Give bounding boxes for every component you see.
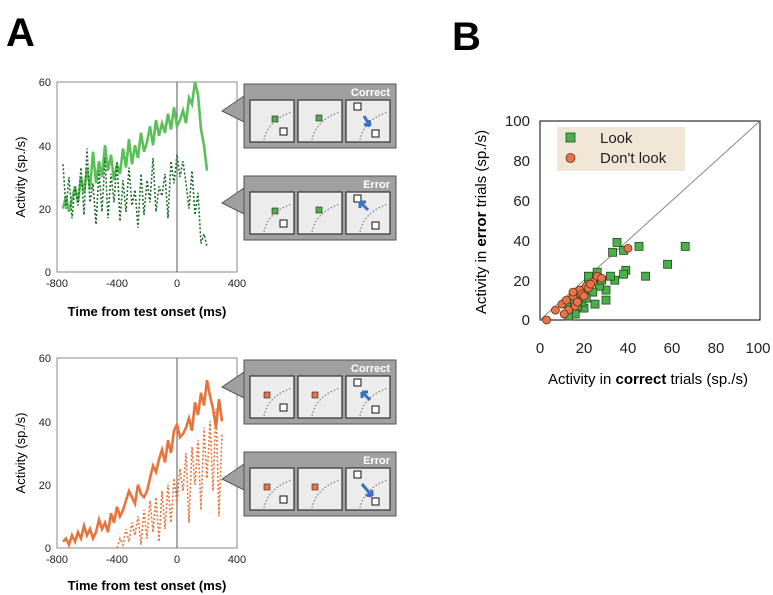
x-tick-label: 0 (174, 554, 180, 566)
box-title: Correct (351, 87, 390, 99)
panel-letter-b: B (452, 15, 481, 59)
scatter-point-look (601, 295, 611, 305)
x-tick-label: 400 (228, 554, 246, 566)
x-tick-label: -800 (46, 278, 68, 290)
y-tick-label: 0 (522, 312, 530, 329)
y-tick-label: 60 (39, 353, 51, 365)
y-tick-label: 60 (39, 77, 51, 89)
x-tick-label: 20 (576, 340, 593, 357)
box-title: Error (363, 455, 391, 467)
y-axis-label: Activity in error trials (sp./s) (473, 130, 490, 314)
x-tick-label: -800 (46, 554, 68, 566)
box-title: Correct (351, 363, 390, 375)
series-line-correct (62, 379, 224, 549)
scatter-point-dont-look (623, 243, 633, 253)
x-tick-label: 80 (708, 340, 725, 357)
scatter-point-look (634, 241, 644, 251)
task-box-correct-dont-look: Correct (221, 359, 397, 425)
scatter-point-dont-look (573, 297, 582, 307)
y-tick-label: 20 (39, 480, 51, 492)
legend: Look Don't look (557, 127, 685, 171)
x-tick-label: 60 (664, 340, 681, 357)
scatter-point-look (663, 259, 672, 269)
scatter-point-dont-look (562, 295, 571, 305)
y-axis-label: Activity (sp./s) (13, 137, 28, 218)
y-tick-label: 0 (45, 543, 51, 555)
scatter-point-dont-look (568, 287, 578, 297)
x-tick-label: -400 (106, 278, 128, 290)
task-box-error-look: Error (221, 175, 397, 241)
series-line-correct (61, 81, 209, 213)
scatter-point-dont-look (551, 305, 560, 315)
legend-label-dont-look: Don't look (600, 150, 667, 167)
panel-letter-a: A (6, 11, 35, 55)
scatter-point-look (680, 241, 690, 251)
chart-a-bottom: 60 40 20 0 -800 -400 0 400 Time from tes… (13, 353, 246, 593)
scatter-point-look (606, 271, 615, 281)
scatter-point-dont-look (559, 309, 569, 319)
plot-frame (56, 81, 238, 273)
y-tick-label: 0 (45, 267, 51, 279)
y-tick-label: 20 (39, 204, 51, 216)
legend-background (557, 127, 685, 171)
plot-frame (56, 357, 238, 549)
x-tick-label: 0 (536, 340, 544, 357)
scatter-point-dont-look (579, 291, 589, 301)
y-tick-label: 40 (513, 233, 530, 250)
scatter-point-look (584, 271, 593, 281)
scatter-point-look (608, 247, 617, 257)
scatter-point-look (641, 271, 650, 281)
scatter-point-dont-look (586, 279, 595, 289)
series-line-error (116, 408, 223, 549)
chart-b-scatter: Look Don't look 100 80 60 40 20 0 0 20 4… (473, 113, 771, 388)
x-tick-label: -400 (106, 554, 128, 566)
task-box-error-dont-look: Error (221, 451, 397, 517)
task-box-correct-look: Correct (221, 83, 397, 149)
scatter-point-dont-look (597, 273, 606, 283)
x-axis-label: Activity in correct trials (sp./s) (548, 371, 748, 388)
x-tick-label: 40 (620, 340, 637, 357)
scatter-point-dont-look (542, 315, 551, 325)
legend-marker-dont-look (565, 153, 576, 163)
y-tick-label: 80 (513, 153, 530, 170)
legend-label-look: Look (600, 130, 633, 147)
y-tick-label: 40 (39, 417, 51, 429)
x-axis-label: Time from test onset (ms) (68, 304, 227, 319)
series-line-error (62, 148, 208, 247)
scatter-point-look (612, 237, 622, 247)
box-title: Error (363, 179, 391, 191)
y-tick-label: 20 (513, 273, 530, 290)
y-tick-label: 60 (513, 193, 530, 210)
legend-marker-look (565, 132, 576, 143)
scatter-point-look (619, 269, 628, 279)
chart-a-top: 60 40 20 0 -800 -400 0 400 Time from tes… (13, 77, 246, 319)
scatter-point-look (590, 299, 600, 309)
x-tick-label: 100 (745, 340, 770, 357)
y-tick-label: 40 (39, 141, 51, 153)
y-tick-label: 100 (505, 113, 530, 130)
x-tick-label: 400 (228, 278, 246, 290)
x-axis-label: Time from test onset (ms) (68, 578, 227, 593)
x-tick-label: 0 (174, 278, 180, 290)
y-axis-label: Activity (sp./s) (13, 413, 28, 494)
